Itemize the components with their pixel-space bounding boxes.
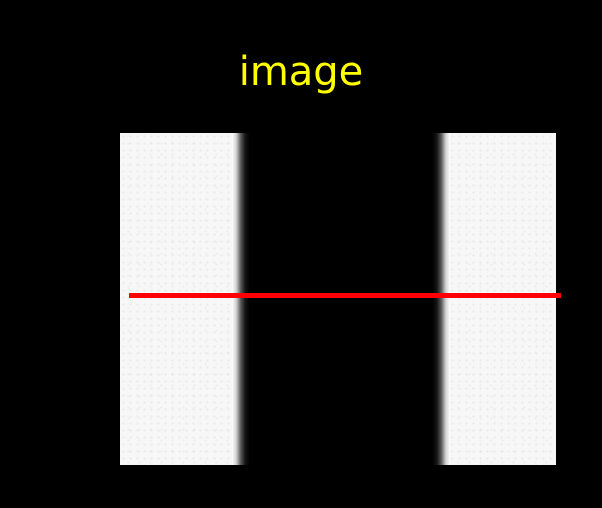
sample-image bbox=[120, 133, 556, 465]
profile-line bbox=[129, 293, 561, 298]
dark-band bbox=[232, 133, 450, 465]
figure-title: image bbox=[238, 49, 364, 95]
